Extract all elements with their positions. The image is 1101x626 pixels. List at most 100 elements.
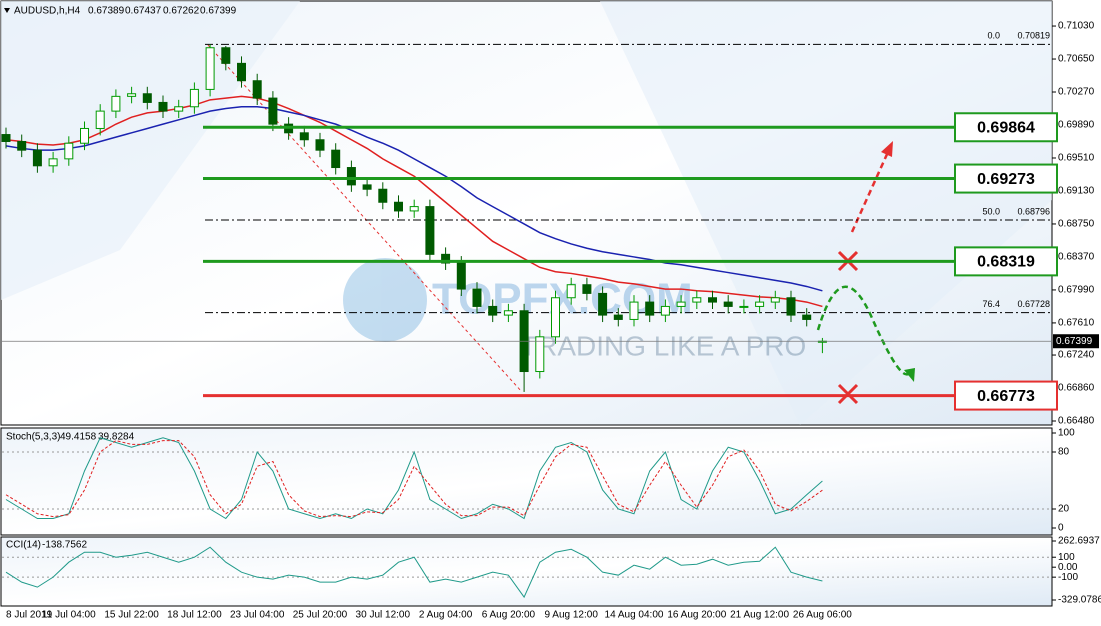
x-tick-label: 16 Aug 20:00: [667, 610, 726, 621]
y-tick-label: 0.70270: [1058, 87, 1095, 98]
candle-body: [221, 47, 231, 64]
x-tick-label: 25 Jul 20:00: [293, 610, 348, 621]
y-tick-label: 80: [1058, 447, 1070, 458]
candle-body: [708, 297, 717, 303]
candle-body: [566, 284, 576, 299]
stoch-main-value: 49.4158: [60, 432, 97, 443]
bg-shape: [600, 1, 1052, 425]
symbol-label: AUDUSD,h,H4: [14, 6, 81, 17]
y-tick-label: 0.69890: [1058, 120, 1095, 131]
candle-body: [786, 297, 796, 316]
series-line: [5, 106, 823, 292]
candle-body: [299, 132, 309, 141]
candle-body: [535, 336, 545, 373]
candle-body: [17, 140, 27, 151]
stoch-panel: [0, 427, 1053, 536]
level-box: [954, 163, 1058, 194]
candle-body: [425, 206, 435, 255]
candle-body: [142, 93, 152, 103]
x-tick-label: 21 Aug 12:00: [730, 610, 789, 621]
candle-body: [95, 110, 105, 129]
series-line: [5, 440, 823, 518]
candle-body: [331, 149, 341, 169]
y-tick-label: 0.70650: [1058, 54, 1095, 65]
y-tick-label: 0.68370: [1058, 252, 1095, 263]
candle-body: [268, 97, 278, 125]
candle-body: [645, 301, 655, 316]
candle-body: [378, 188, 388, 203]
price-label: 0.67399: [1056, 336, 1093, 347]
cross-mark: [837, 383, 859, 405]
level-box: [954, 380, 1058, 411]
cci-value: -138.7562: [42, 540, 87, 551]
candle-body: [739, 305, 749, 308]
candle-body: [503, 310, 513, 316]
menu-triangle[interactable]: [4, 8, 10, 13]
fib-price: 0.68796: [1017, 206, 1050, 216]
candle-body: [456, 262, 466, 290]
candle-body: [252, 80, 262, 99]
candle-body: [205, 47, 215, 90]
candle-body: [613, 314, 623, 320]
y-tick-label: 0.69130: [1058, 186, 1095, 197]
candle-body: [315, 139, 325, 151]
x-tick-label: 2 Aug 04:00: [419, 610, 473, 621]
up-arrowhead: [881, 141, 893, 157]
candle-body: [362, 184, 372, 190]
x-tick-label: 15 Jul 22:00: [104, 610, 159, 621]
candle-body: [32, 149, 42, 167]
y-tick-label: 100: [1058, 428, 1075, 439]
candle-body: [692, 297, 702, 303]
level-label: 0.68319: [977, 254, 1035, 271]
y-tick-label: 0: [1058, 523, 1064, 534]
x-tick-label: 18 Jul 12:00: [167, 610, 222, 621]
fib-price: 0.67728: [1017, 299, 1050, 309]
stoch-label: Stoch(5,3,3): [6, 432, 60, 443]
candle-body: [488, 305, 498, 316]
watermark-logo: [343, 258, 427, 342]
x-tick-label: 26 Aug 06:00: [793, 610, 852, 621]
down-arrowhead: [904, 368, 915, 382]
candle-body: [174, 106, 184, 112]
series-line: [5, 95, 823, 308]
y-tick-label: 0.66480: [1058, 416, 1095, 427]
up-arrow: [850, 151, 890, 233]
candle-body: [770, 297, 780, 303]
x-tick-label: 23 Jul 04:00: [230, 610, 285, 621]
y-tick-label: -329.0786: [1058, 595, 1101, 606]
candle-body: [629, 301, 639, 320]
level-box: [954, 112, 1058, 143]
x-tick-label: 9 Aug 12:00: [545, 610, 599, 621]
candle-body: [802, 314, 812, 320]
header-open: 0.67389: [88, 6, 125, 17]
y-tick-label: 0.00: [1058, 562, 1078, 573]
candle-body: [111, 95, 121, 112]
y-tick-label: 100: [1058, 552, 1075, 563]
candle-body: [158, 101, 168, 112]
y-tick-label: 0.66860: [1058, 383, 1095, 394]
series-line: [5, 546, 823, 599]
level-label: 0.66773: [977, 388, 1035, 405]
fib-label: 76.4: [982, 299, 1000, 309]
y-tick-label: 0.68750: [1058, 219, 1095, 230]
header-low: 0.67262: [163, 6, 200, 17]
y-tick-label: 0.71030: [1058, 21, 1095, 32]
header-high: 0.67437: [125, 6, 162, 17]
x-tick-label: 8 Jul 2019: [6, 610, 53, 621]
candle-body: [346, 167, 356, 186]
level-label: 0.69864: [977, 119, 1035, 136]
candle-body: [660, 305, 670, 316]
level-box: [954, 246, 1058, 277]
bg-shape: [1, 1, 300, 300]
y-tick-label: 0.69510: [1058, 153, 1095, 164]
fib-label: 50.0: [982, 206, 1000, 216]
cci-panel: [0, 536, 1053, 607]
x-tick-label: 11 Jul 04:00: [42, 610, 96, 621]
y-tick-label: 262.6937: [1058, 536, 1100, 547]
candle-body: [755, 301, 765, 307]
candle-body: [80, 127, 89, 144]
candle-body: [127, 93, 137, 97]
series-line: [5, 437, 823, 520]
x-tick-label: 14 Aug 04:00: [605, 610, 664, 621]
